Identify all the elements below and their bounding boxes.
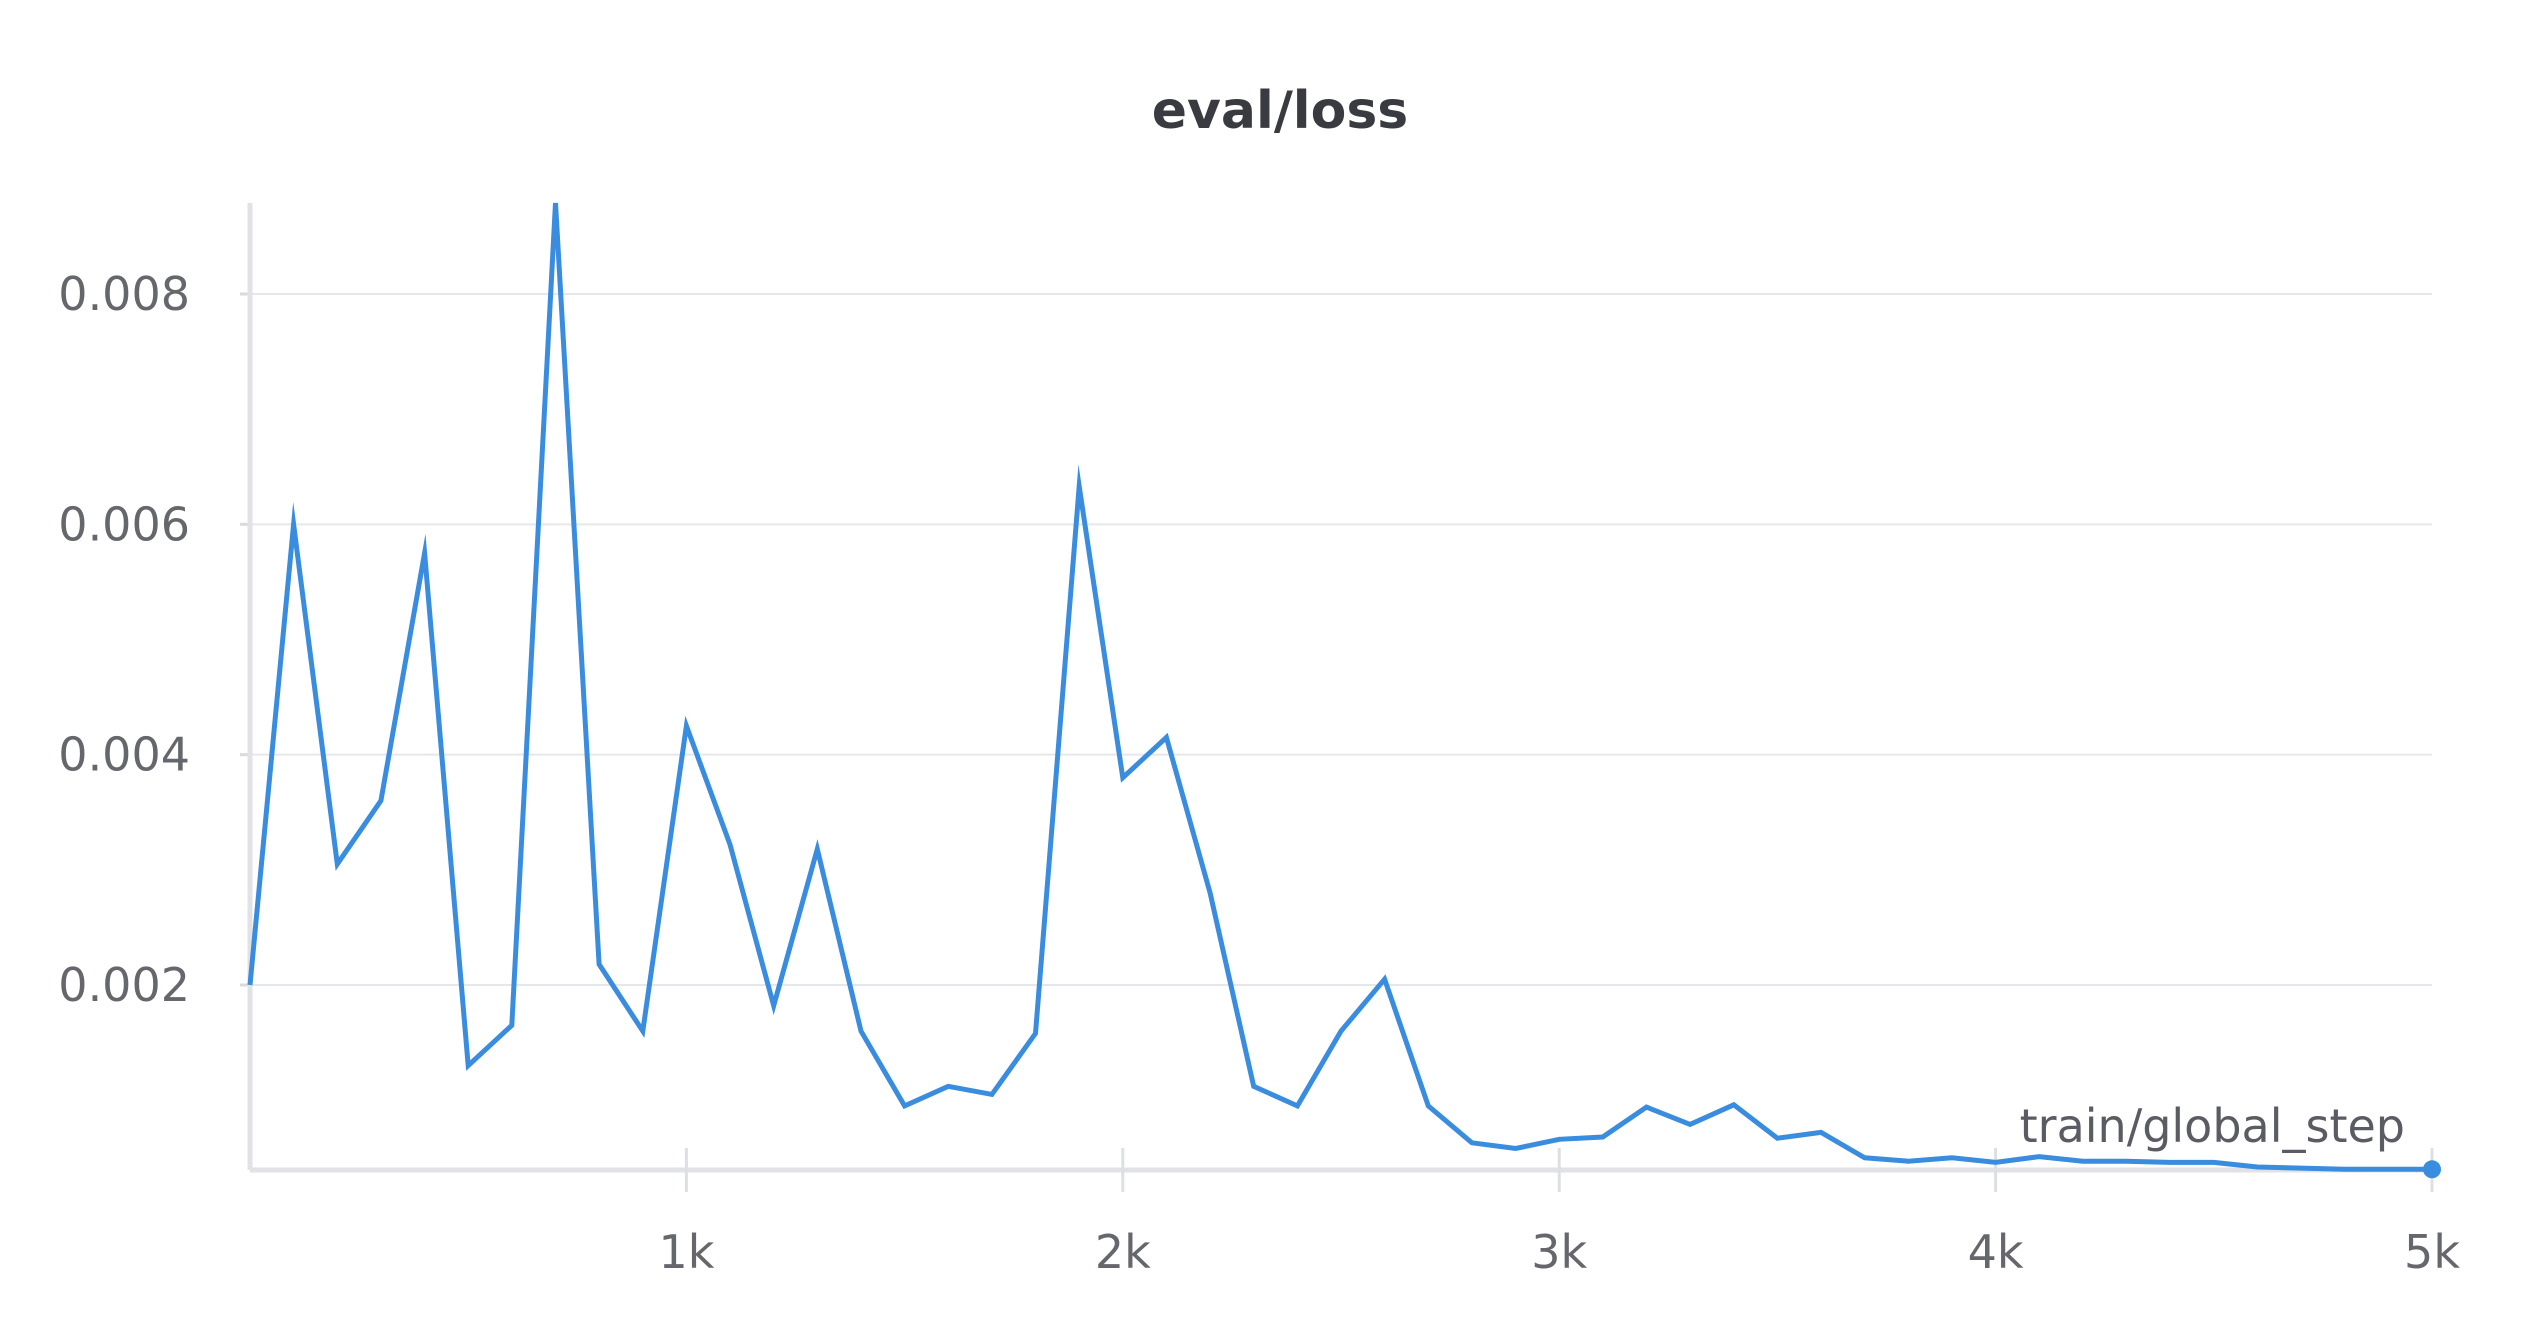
- x-axis-title: train/global_step: [2020, 1099, 2405, 1153]
- series-line: [247, 202, 2432, 1172]
- x-tick-label: 1k: [658, 1225, 714, 1279]
- y-tick-label: 0.002: [58, 958, 190, 1012]
- y-tick-label: 0.006: [58, 497, 190, 551]
- grid-lines: [250, 293, 2432, 986]
- axes: [240, 203, 2434, 1192]
- x-tick-labels: 1k 2k 3k 4k 5k: [658, 1225, 2460, 1279]
- series-end-point: [2423, 1160, 2441, 1179]
- series-layer: [247, 202, 2441, 1179]
- x-tick-label: 3k: [1531, 1225, 1587, 1279]
- y-tick-label: 0.004: [58, 728, 190, 782]
- y-tick-labels: 0.002 0.004 0.006 0.008: [58, 267, 190, 1012]
- x-tick-label: 5k: [2404, 1225, 2460, 1279]
- x-tick-label: 4k: [1968, 1225, 2024, 1279]
- y-tick-label: 0.008: [58, 267, 190, 321]
- chart-title: eval/loss: [1152, 81, 1409, 141]
- x-tick-label: 2k: [1095, 1225, 1151, 1279]
